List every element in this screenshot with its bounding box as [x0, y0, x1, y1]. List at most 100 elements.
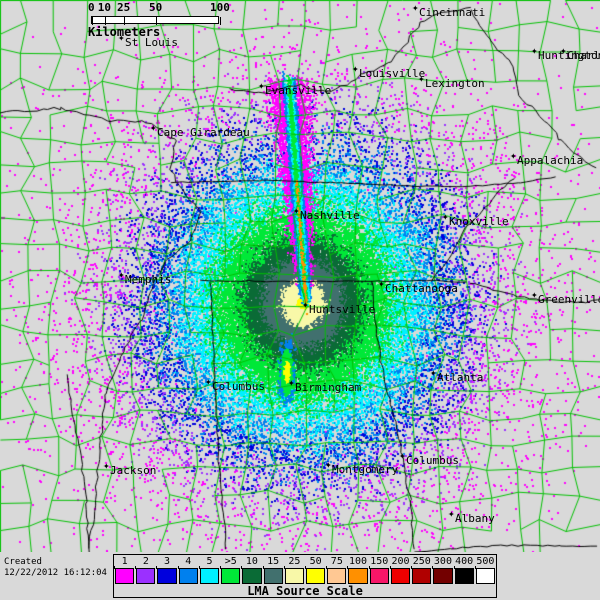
legend-tick-200: 200 — [391, 556, 410, 567]
city-label: Evansville — [265, 84, 332, 97]
scale-tick-10: 10 — [97, 1, 112, 14]
legend-tick-mark — [114, 566, 115, 569]
legend-tick-4: 4 — [185, 556, 192, 567]
city-label: Lexington — [425, 77, 485, 90]
city-star-icon: ✦ — [442, 210, 449, 223]
city-label: Columbus — [406, 454, 459, 467]
legend-tick-3: 3 — [164, 556, 171, 567]
city-label: Nashville — [300, 209, 360, 222]
city-label: Albany — [455, 512, 495, 525]
city-label: Huntington — [538, 49, 600, 62]
legend-swatch-1[interactable] — [115, 568, 135, 584]
scale-bar-rule — [91, 16, 221, 25]
legend-swatch-500[interactable] — [475, 568, 495, 584]
legend-tick-2: 2 — [142, 556, 149, 567]
city-label: Memphis — [125, 273, 172, 286]
legend-tick-mark — [411, 566, 413, 569]
city-label: Montgomery — [332, 463, 399, 476]
city-star-icon: ✦ — [399, 449, 406, 462]
city-star-icon: ✦ — [118, 268, 125, 281]
scale-tick-0: 0 — [88, 1, 95, 14]
legend-swatch-3[interactable] — [157, 568, 177, 584]
legend-swatch-200[interactable] — [390, 568, 411, 584]
legend-tick-mark — [198, 566, 200, 569]
legend-caption: LMA Source Scale — [247, 584, 363, 598]
legend-tick-1: 1 — [121, 556, 128, 567]
city-star-icon: ✦ — [510, 149, 517, 162]
legend-swatch-gt5[interactable] — [221, 568, 241, 584]
city-star-icon: ✦ — [560, 44, 567, 57]
city-label: Huntsville — [309, 303, 376, 316]
legend-swatch-15[interactable] — [263, 568, 283, 584]
city-label: Greenville — [538, 293, 600, 306]
city-star-icon: ✦ — [352, 62, 359, 75]
legend-tick-300: 300 — [433, 556, 452, 567]
city-star-icon: ✦ — [412, 1, 419, 14]
city-label: Appalachia — [517, 154, 584, 167]
city-star-icon: ✦ — [531, 44, 538, 57]
scale-tick-100: 100 — [210, 1, 230, 14]
city-label: Columbus — [212, 380, 265, 393]
city-star-icon: ✦ — [150, 121, 157, 134]
legend-swatch-100[interactable] — [348, 568, 368, 584]
city-label: Chattanooga — [385, 282, 458, 295]
legend-swatch-75[interactable] — [327, 568, 347, 584]
legend-swatch-400[interactable] — [454, 568, 474, 584]
city-label: Cape Girardeau — [157, 126, 250, 139]
city-label: Atlanta — [437, 371, 484, 384]
legend-tick-mark — [241, 566, 243, 569]
legend-swatch-150[interactable] — [369, 568, 389, 584]
legend-tick-mark — [156, 566, 158, 569]
legend-tick-50: 50 — [309, 556, 322, 567]
legend-tick-mark — [368, 566, 370, 569]
legend-tick-mark — [305, 566, 306, 569]
legend-tick-mark — [135, 566, 137, 569]
scale-bar-tick-labels: 0 10 25 50 100 — [88, 2, 233, 15]
city-star-icon: ✦ — [118, 31, 125, 44]
legend-swatch-10[interactable] — [242, 568, 262, 584]
legend-tick-mark — [220, 566, 222, 569]
legend-tick-mark — [177, 566, 179, 569]
legend-tick-mark — [347, 566, 349, 569]
legend-tick-250: 250 — [412, 556, 431, 567]
legend-tick-500: 500 — [476, 556, 495, 567]
city-label: Charleston — [567, 49, 600, 62]
legend-tick-100: 100 — [349, 556, 368, 567]
city-label: Birmingham — [295, 381, 362, 394]
city-star-icon: ✦ — [531, 288, 538, 301]
scale-bar-unit-label: Kilometers — [88, 25, 161, 39]
city-star-icon: ✦ — [325, 458, 332, 471]
legend-panel: 1 2 3 4 5 >5 10 15 25 50 75 100 150 200 250 300 400 500 L… — [113, 554, 497, 598]
legend-tick-15: 15 — [267, 556, 280, 567]
legend-swatch-4[interactable] — [178, 568, 198, 584]
legend-color-swatches — [114, 568, 496, 585]
scale-tick-50: 50 — [149, 1, 163, 14]
scale-tick-mark — [104, 17, 106, 25]
city-star-icon: ✦ — [302, 298, 309, 311]
legend-tick-25: 25 — [288, 556, 301, 567]
legend-tick-150: 150 — [370, 556, 389, 567]
legend-swatch-2[interactable] — [136, 568, 156, 584]
created-timestamp: 12/22/2012 16:12:04 — [4, 568, 107, 578]
map-canvas[interactable] — [0, 0, 600, 552]
legend-tick-mark — [453, 566, 455, 569]
legend-swatch-250[interactable] — [412, 568, 432, 584]
legend-swatch-300[interactable] — [433, 568, 453, 584]
city-star-icon: ✦ — [378, 277, 385, 290]
city-star-icon: ✦ — [430, 366, 437, 379]
city-star-icon: ✦ — [205, 375, 212, 388]
legend-swatch-5[interactable] — [199, 568, 220, 584]
legend-tick-labels: 1 2 3 4 5 >5 10 15 25 50 75 100 150 200 250 300 400 500 — [114, 555, 496, 569]
city-star-icon: ✦ — [288, 376, 295, 389]
legend-tick-mark — [432, 566, 434, 569]
legend-swatch-25[interactable] — [284, 568, 304, 584]
city-star-icon: ✦ — [418, 72, 425, 85]
legend-tick-mark — [474, 566, 476, 569]
scale-bar: 0 10 25 50 100 Kilometers — [88, 2, 233, 40]
city-label: Louisville — [359, 67, 426, 80]
scale-tick-mark — [92, 17, 93, 25]
city-star-icon: ✦ — [448, 507, 455, 520]
city-label: St Louis — [125, 36, 178, 49]
legend-swatch-50[interactable] — [306, 568, 326, 584]
